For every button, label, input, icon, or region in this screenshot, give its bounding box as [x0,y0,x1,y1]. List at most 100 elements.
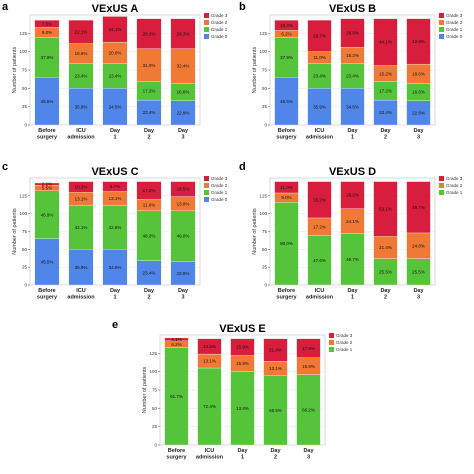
legend-swatch [439,34,444,39]
data-label: 16.6% [412,90,425,95]
y-tick-label: 100 [149,369,157,374]
data-label: 18.6% [412,71,425,76]
bar-segment [102,63,128,89]
x-tick-label: admission [306,295,334,301]
y-tick-label: 125 [259,193,267,198]
bar-segment [136,260,162,286]
data-label: 13.1% [109,196,122,201]
data-label: 21.4% [379,245,392,250]
data-label: 17.2% [143,89,156,94]
y-tick-label: 25 [262,104,268,109]
data-label: 10.3% [75,185,88,190]
data-label: 23.4% [143,110,156,115]
y-tick-label: 100 [19,49,27,54]
legend-label: Grade 1 [446,27,463,32]
y-tick-label: 25 [22,265,28,270]
data-label: 26.9% [346,31,359,36]
x-tick-label: Day [347,288,358,294]
legend-swatch [204,190,209,195]
data-label: 47.6% [313,258,326,263]
legend-swatch [204,20,209,25]
y-tick-label: 50 [262,86,268,91]
bar-segment [296,338,321,358]
legend-label: Grade 3 [446,13,463,18]
x-tick-label: surgery [37,295,58,301]
data-label: 32.4% [177,64,190,69]
legend-swatch [329,333,334,338]
data-label: 14.5% [177,187,190,192]
data-label: 22.8% [412,111,425,116]
data-label: 49.0% [177,234,190,239]
panel-d: d VExUS D 0 25 50 75 100 125 Number of patients 8… [239,161,463,301]
legend-label: Grade 2 [211,20,228,25]
chart-title: VExUS E [219,323,265,335]
data-label: 31.0% [143,63,156,68]
x-tick-label: Day [347,128,358,134]
bar-segment [164,337,189,342]
bar-segment [34,238,60,286]
x-tick-label: 1 [241,455,244,461]
y-axis-label: Number of patients [142,367,148,414]
y-tick-label: 75 [152,388,158,393]
data-label: 35.9% [313,104,326,109]
panel-c: c VExUS C 0 25 50 75 100 125 Number of patients 4… [2,161,228,301]
x-tick-label: Day [413,288,424,294]
y-tick-label: 25 [22,104,28,109]
data-label: 23.4% [346,73,359,78]
bar-segment [68,19,94,44]
bar-segment [34,77,60,126]
legend-label: Grade 3 [336,333,353,338]
x-tick-label: Day [144,288,155,294]
x-tick-label: Day [110,128,121,134]
chart-title: VExUS D [329,166,376,178]
data-label: 34.5% [109,265,122,270]
data-label: 5.5% [42,186,52,191]
bar-segment [136,181,162,200]
bar-segment [307,19,332,52]
legend-label: Grade 3 [211,176,228,181]
data-label: 45.5% [41,259,54,264]
data-label: 37.9% [41,55,54,60]
bar-segment [170,48,196,84]
panel-letter: b [239,1,246,13]
x-tick-label: Before [168,448,185,454]
bar-segment [34,19,60,28]
data-label: 65.5% [269,408,282,413]
data-label: 46.9% [41,212,54,217]
x-tick-label: admission [67,295,95,301]
data-label: 15.2% [379,71,392,76]
x-tick-label: Day [144,128,155,134]
legend-label: Grade 1 [446,190,463,195]
bar-segment [340,18,365,48]
y-tick-label: 125 [19,31,27,36]
bar-segment [197,338,222,355]
panel-letter: c [2,161,8,173]
bar-segment [406,181,431,234]
x-tick-label: surgery [166,455,187,461]
data-label: 49.7% [346,257,359,262]
data-label: 18.6% [75,51,88,56]
x-tick-label: ICU [315,288,325,294]
legend-swatch [204,27,209,32]
legend-swatch [439,190,444,195]
bar-segment [68,181,94,193]
legend-label: Grade 0 [446,34,463,39]
data-label: 13.8% [236,406,249,411]
panel-letter: e [112,319,118,331]
data-label: 23.4% [75,73,88,78]
y-tick-label: 50 [152,406,158,411]
legend-swatch [204,34,209,39]
x-tick-label: 3 [417,135,420,141]
x-tick-label: ICU [76,128,86,134]
data-label: 44.1% [379,40,392,45]
bar-segment [68,88,94,126]
bar-segment [170,18,196,49]
bar-segment [373,18,398,66]
y-axis-label: Number of patients [12,47,18,94]
data-label: 28.3% [177,31,190,36]
x-tick-label: ICU [205,448,215,454]
y-tick-label: 50 [22,247,28,252]
data-label: 13.8% [177,201,190,206]
data-label: 34.5% [109,104,122,109]
bar-segment [68,205,94,250]
